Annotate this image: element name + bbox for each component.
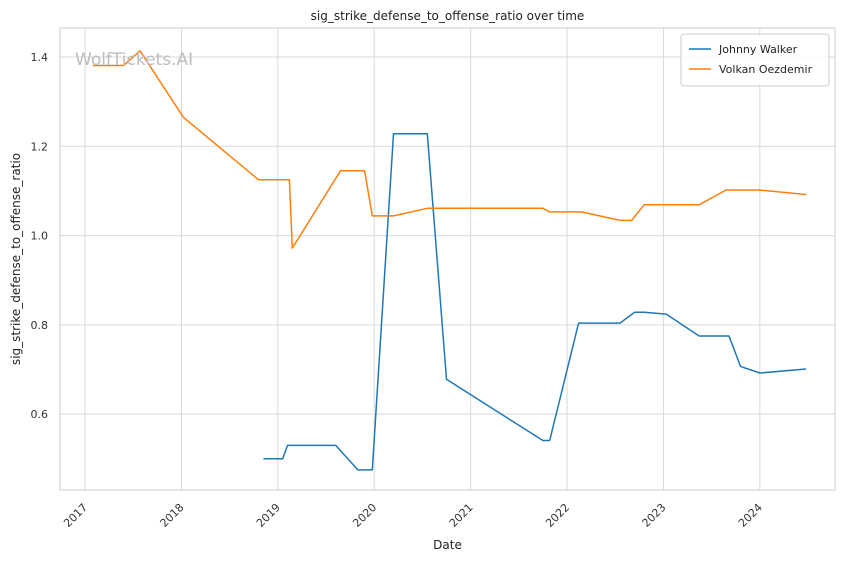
x-tick-label: 2024 (736, 501, 765, 530)
x-axis-label: Date (433, 538, 462, 552)
legend-box (680, 33, 830, 87)
y-axis-label: sig_strike_defense_to_offense_ratio (9, 153, 23, 365)
y-tick-label: 1.0 (31, 230, 49, 243)
x-tick-label: 2018 (158, 501, 187, 530)
x-tick-label: 2017 (61, 501, 90, 530)
y-tick-label: 1.2 (31, 140, 49, 153)
watermark: WolfTickets.AI (75, 50, 193, 70)
legend-label: Volkan Oezdemir (719, 63, 813, 76)
y-tick-label: 1.4 (31, 51, 49, 64)
y-tick-label: 0.8 (31, 319, 49, 332)
series-lines (92, 50, 807, 471)
legend-label: Johnny Walker (718, 43, 798, 56)
tick-labels: 2017 2018 2019 2020 2021 2022 2023 2024 0.6 0.8 1.… (31, 51, 765, 530)
x-tick-label: 2021 (447, 501, 476, 530)
x-tick-label: 2020 (350, 501, 379, 530)
chart-title: sig_strike_defense_to_offense_ratio over… (311, 9, 585, 23)
series-line-1 (92, 50, 807, 249)
legend: Johnny Walker Volkan Oezdemir (680, 33, 830, 87)
x-tick-label: 2023 (640, 501, 669, 530)
x-tick-label: 2022 (543, 501, 572, 530)
y-tick-label: 0.6 (31, 408, 49, 421)
plot-frame (59, 27, 836, 491)
x-tick-label: 2019 (254, 501, 283, 530)
grid (60, 28, 835, 490)
series-line-0 (263, 133, 807, 471)
